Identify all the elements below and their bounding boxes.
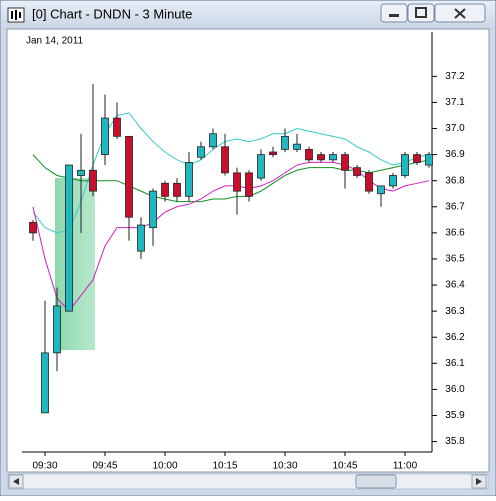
candle-body bbox=[281, 135, 289, 150]
plot: 35.8 35.9 36.0 36.1 36.2 36.3 36.4 36.5 36.6 36.7… bbox=[29, 71, 465, 472]
candle-body bbox=[65, 164, 73, 312]
candle-body bbox=[245, 172, 253, 197]
y-tick-label: 35.9 bbox=[445, 410, 465, 421]
scrollbar[interactable] bbox=[7, 473, 489, 490]
x-tick-label: 09:30 bbox=[32, 461, 57, 472]
x-tick-label: 10:00 bbox=[152, 461, 177, 472]
candle-body bbox=[341, 154, 349, 171]
candle-body bbox=[365, 172, 373, 192]
candle-body bbox=[161, 182, 169, 197]
y-tick-label: 36.4 bbox=[445, 280, 465, 291]
indicator-line bbox=[32, 154, 430, 203]
y-tick-label: 37.2 bbox=[445, 71, 465, 82]
candle-body bbox=[173, 182, 181, 197]
indicator-line bbox=[32, 161, 430, 312]
candle-body bbox=[305, 148, 313, 161]
x-tick-label: 10:30 bbox=[272, 461, 297, 472]
x-tick-label: 10:45 bbox=[332, 461, 357, 472]
candle-body bbox=[53, 305, 61, 354]
selection-highlight bbox=[55, 178, 95, 350]
candle-body bbox=[221, 146, 229, 174]
y-tick-label: 37.0 bbox=[445, 123, 465, 134]
candle-body bbox=[149, 190, 157, 229]
candle-body bbox=[353, 167, 361, 176]
candle-body bbox=[197, 146, 205, 158]
y-tick-label: 36.8 bbox=[445, 175, 465, 186]
candle-body bbox=[257, 154, 265, 179]
y-tick-label: 36.9 bbox=[445, 149, 465, 160]
candle-body bbox=[101, 117, 109, 156]
maximize-button[interactable] bbox=[407, 3, 435, 23]
y-tick-label: 37.1 bbox=[445, 97, 465, 108]
minimize-button[interactable] bbox=[380, 3, 408, 23]
x-tick-label: 10:15 bbox=[212, 461, 237, 472]
candle-body bbox=[317, 154, 325, 161]
x-tick-label: 11:00 bbox=[393, 461, 418, 472]
y-tick-label: 35.8 bbox=[445, 436, 465, 447]
indicator-line bbox=[32, 112, 430, 234]
candle-body bbox=[89, 169, 97, 192]
candle-body bbox=[233, 172, 241, 192]
x-tick-label: 09:45 bbox=[92, 461, 117, 472]
y-tick-label: 36.2 bbox=[445, 332, 465, 343]
candle-body bbox=[377, 185, 385, 195]
candle-body bbox=[425, 154, 433, 166]
candle-body bbox=[389, 175, 397, 187]
candle-body bbox=[413, 154, 421, 163]
candle-body bbox=[113, 117, 121, 137]
y-tick-label: 36.6 bbox=[445, 228, 465, 239]
candle-body bbox=[125, 135, 133, 218]
y-tick-label: 36.1 bbox=[445, 358, 465, 369]
y-tick-label: 36.7 bbox=[445, 201, 465, 212]
candle-body bbox=[77, 169, 85, 176]
candle-body bbox=[401, 154, 409, 176]
y-tick-label: 36.3 bbox=[445, 306, 465, 317]
y-tick-label: 36.0 bbox=[445, 384, 465, 395]
candle-body bbox=[137, 224, 145, 252]
candle-body bbox=[41, 352, 49, 414]
date-label: Jan 14, 2011 bbox=[26, 36, 84, 47]
candle-body bbox=[293, 143, 301, 150]
candle-body bbox=[185, 162, 193, 197]
window-title: [0] Chart - DNDN - 3 Minute bbox=[32, 6, 192, 21]
close-button[interactable] bbox=[434, 3, 486, 23]
app-icon bbox=[7, 7, 25, 23]
candle-body bbox=[329, 154, 337, 161]
candle-body bbox=[269, 151, 277, 156]
candle-body bbox=[209, 133, 217, 148]
y-tick-label: 36.5 bbox=[445, 254, 465, 265]
candle-body bbox=[29, 222, 37, 234]
